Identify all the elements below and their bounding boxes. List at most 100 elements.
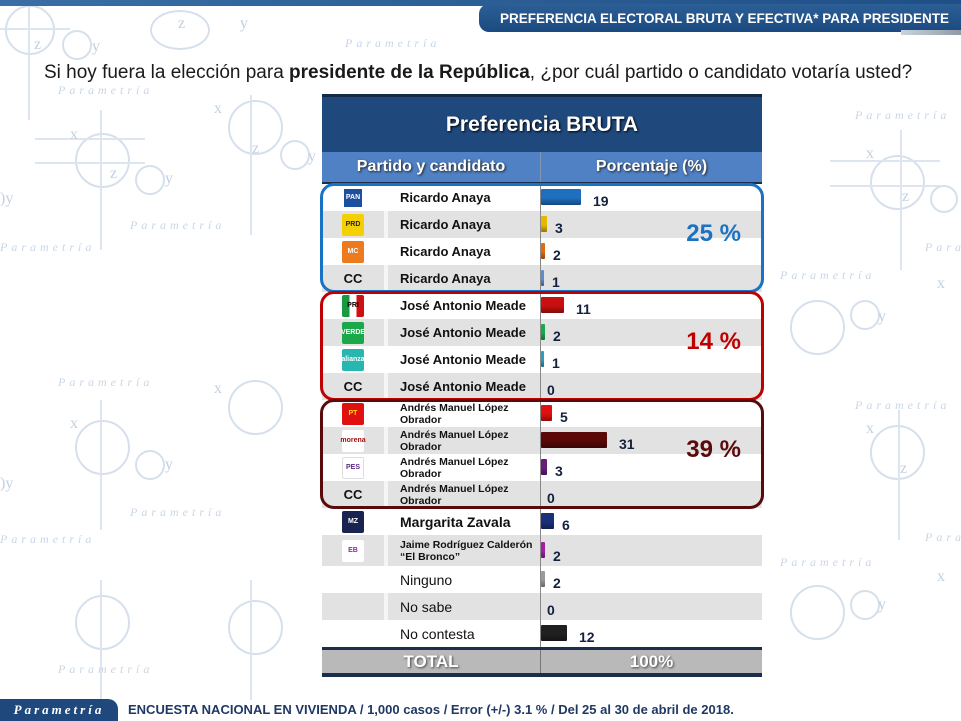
percentage-bar	[541, 350, 544, 367]
percentage-cell: 1	[540, 346, 762, 373]
candidate-name: Margarita Zavala	[384, 508, 540, 535]
percentage-cell: 1	[540, 265, 762, 292]
party-logo-cell: MC	[322, 238, 384, 265]
candidate-name: Ricardo Anaya	[384, 265, 540, 292]
percentage-value: 2	[553, 575, 561, 591]
party-logo-cell: PAN	[322, 184, 384, 211]
table-row: CC Ricardo Anaya 1	[322, 265, 762, 292]
percentage-cell: 2	[540, 566, 762, 593]
coalition-label: CC	[343, 271, 363, 286]
prd-logo-icon: PRD	[342, 213, 364, 236]
percentage-value: 19	[593, 193, 609, 209]
table-row: PT Andrés Manuel López Obrador 5	[322, 400, 762, 427]
slide-banner-title: PREFERENCIA ELECTORAL BRUTA Y EFECTIVA* …	[479, 4, 961, 32]
candidate-name: José Antonio Meade	[384, 346, 540, 373]
table-row: No sabe 0	[322, 593, 762, 620]
percentage-value: 11	[576, 301, 591, 317]
preference-table: Preferencia BRUTA Partido y candidato Po…	[320, 94, 764, 677]
candidate-name: Ricardo Anaya	[384, 184, 540, 211]
percentage-cell: 31	[540, 427, 762, 454]
pri-logo-icon: PRI	[342, 294, 364, 317]
percentage-bar	[541, 188, 581, 205]
percentage-value: 0	[547, 602, 555, 618]
percentage-value: 0	[547, 490, 555, 506]
table-row: PES Andrés Manuel López Obrador 3	[322, 454, 762, 481]
party-logo-cell: MZ	[322, 508, 384, 535]
table-row: alianza José Antonio Meade 1	[322, 346, 762, 373]
morena-logo-icon: morena	[340, 429, 366, 452]
party-logo-cell: alianza	[322, 346, 384, 373]
percentage-bar	[541, 242, 545, 259]
party-logo-cell: PES	[322, 454, 384, 481]
percentage-bar	[541, 458, 547, 475]
party-logo-cell	[322, 620, 384, 647]
percentage-bar	[541, 323, 545, 340]
party-logo-cell: PRI	[322, 292, 384, 319]
candidate-name: No sabe	[384, 593, 540, 620]
pt-logo-icon: PT	[342, 402, 364, 425]
percentage-cell: 6	[540, 508, 762, 535]
percentage-cell: 2	[540, 319, 762, 346]
table-row: CC Andrés Manuel López Obrador 0	[322, 481, 762, 508]
banner-tail-decoration	[901, 30, 961, 35]
percentage-bar	[541, 570, 545, 587]
percentage-cell: 0	[540, 373, 762, 400]
movimiento-ciudadano-logo-icon: MC	[342, 240, 364, 263]
margarita-zavala-logo-icon: MZ	[342, 510, 364, 533]
percentage-bar	[541, 215, 547, 232]
table-body: PAN Ricardo Anaya 19 PRD Ricardo Anaya 3 MC Ric…	[320, 183, 764, 647]
candidate-name: No contesta	[384, 620, 540, 647]
party-logo-cell	[322, 593, 384, 620]
percentage-value: 5	[560, 409, 568, 425]
percentage-bar	[541, 541, 545, 558]
percentage-value: 1	[552, 355, 560, 371]
percentage-bar	[541, 624, 567, 641]
table-row: morena Andrés Manuel López Obrador 31	[322, 427, 762, 454]
table-row: PAN Ricardo Anaya 19	[322, 184, 762, 211]
table-row: MZ Margarita Zavala 6	[322, 508, 762, 535]
candidate-name: Ninguno	[384, 566, 540, 593]
table-row: No contesta 12	[322, 620, 762, 647]
banner-title-text: PREFERENCIA ELECTORAL BRUTA Y EFECTIVA* …	[499, 10, 949, 26]
percentage-value: 2	[553, 247, 561, 263]
percentage-cell: 2	[540, 535, 762, 566]
encuentro-social-logo-icon: PES	[342, 456, 364, 479]
candidate-name: Andrés Manuel López Obrador	[384, 454, 540, 481]
nueva-alianza-logo-icon: alianza	[341, 348, 365, 371]
percentage-cell: 2	[540, 238, 762, 265]
parametria-logo: Parametría	[0, 699, 118, 721]
coalition-label: CC	[343, 487, 363, 502]
table-row: PRD Ricardo Anaya 3	[322, 211, 762, 238]
column-header-percentage: Porcentaje (%)	[540, 152, 762, 182]
percentage-bar	[541, 269, 544, 286]
table-row: Ninguno 2	[322, 566, 762, 593]
percentage-cell: 3	[540, 454, 762, 481]
candidate-name: Jaime Rodríguez Calderón “El Bronco”	[384, 535, 540, 566]
party-logo-cell: CC	[322, 373, 384, 400]
survey-question: Si hoy fuera la elección para presidente…	[44, 62, 913, 83]
total-label: TOTAL	[403, 651, 459, 671]
percentage-bar	[541, 404, 552, 421]
percentage-value: 12	[579, 629, 595, 645]
party-logo-cell: morena	[322, 427, 384, 454]
percentage-value: 31	[619, 436, 635, 452]
percentage-value: 6	[562, 517, 570, 533]
table-title: Preferencia BRUTA	[322, 94, 762, 152]
percentage-value: 3	[555, 220, 563, 236]
party-logo-cell	[322, 566, 384, 593]
total-value: 100%	[540, 650, 762, 673]
percentage-value: 2	[553, 548, 561, 564]
percentage-value: 3	[555, 463, 563, 479]
percentage-cell: 3	[540, 211, 762, 238]
el-bronco-logo-icon: EB	[342, 539, 364, 562]
candidate-name: Andrés Manuel López Obrador	[384, 400, 540, 427]
pan-logo-icon: PAN	[342, 186, 364, 209]
table-row: PRI José Antonio Meade 11	[322, 292, 762, 319]
party-logo-cell: CC	[322, 265, 384, 292]
table-row: VERDE José Antonio Meade 2	[322, 319, 762, 346]
percentage-cell: 5	[540, 400, 762, 427]
table-row: CC José Antonio Meade 0	[322, 373, 762, 400]
party-logo-cell: VERDE	[322, 319, 384, 346]
pvem-logo-icon: VERDE	[341, 321, 365, 344]
percentage-bar	[541, 512, 554, 529]
